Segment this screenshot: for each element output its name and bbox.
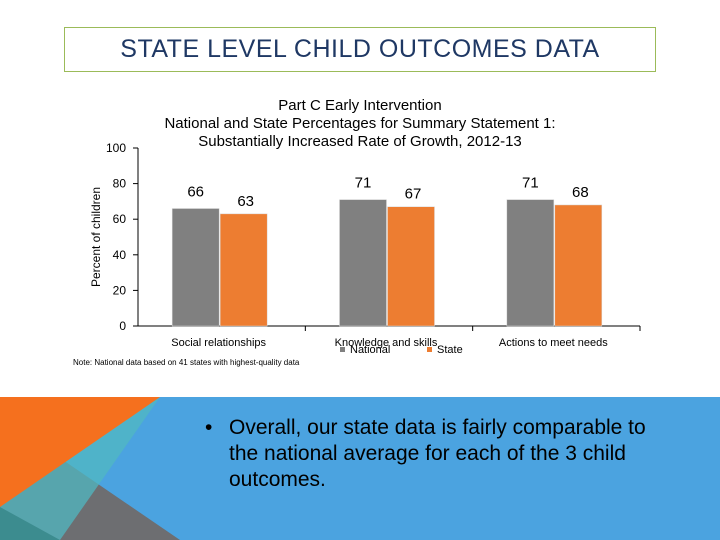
chart-title-line: Substantially Increased Rate of Growth, … [198, 133, 522, 150]
decorative-background [0, 397, 720, 540]
category-label: Actions to meet needs [499, 337, 608, 349]
y-tick-label: 20 [113, 283, 127, 297]
legend-label-national: National [350, 344, 390, 356]
chart-title-line: Part C Early Intervention [278, 97, 441, 114]
orange-triangle [0, 397, 160, 507]
y-tick-label: 0 [119, 319, 126, 333]
blue-panel [0, 397, 720, 540]
data-label: 68 [572, 184, 589, 201]
legend-swatch-national [340, 347, 345, 352]
y-axis-label: Percent of children [89, 187, 103, 287]
slide-title: STATE LEVEL CHILD OUTCOMES DATA [120, 35, 600, 63]
bullet-marker: • [205, 416, 213, 439]
bar-national [171, 208, 220, 327]
bar-state [554, 204, 603, 327]
data-label: 63 [237, 193, 254, 210]
bar-national [339, 199, 387, 327]
chart-title-line: National and State Percentages for Summa… [164, 115, 555, 132]
data-label: 66 [187, 184, 204, 201]
bar-national [506, 199, 555, 327]
legend-swatch-state [427, 347, 432, 352]
data-label: 67 [405, 186, 422, 203]
y-tick-label: 80 [113, 177, 127, 191]
y-tick-label: 40 [113, 248, 127, 262]
y-tick-label: 60 [113, 212, 127, 226]
category-label: Social relationships [171, 337, 266, 349]
dark-teal-triangle [0, 507, 60, 540]
category-label: Knowledge and skills [335, 337, 438, 349]
slide-title-box: STATE LEVEL CHILD OUTCOMES DATA [64, 27, 656, 72]
bullet-text: Overall, our state data is fairly compar… [229, 416, 646, 491]
teal-triangle [0, 397, 160, 540]
legend-label-state: State [437, 344, 463, 356]
chart-note: Note: National data based on 41 states w… [73, 358, 300, 367]
data-label: 71 [522, 175, 539, 192]
y-tick-label: 100 [106, 141, 126, 155]
data-label: 71 [355, 175, 372, 192]
bar-state [387, 206, 435, 327]
bar-state [219, 213, 268, 327]
